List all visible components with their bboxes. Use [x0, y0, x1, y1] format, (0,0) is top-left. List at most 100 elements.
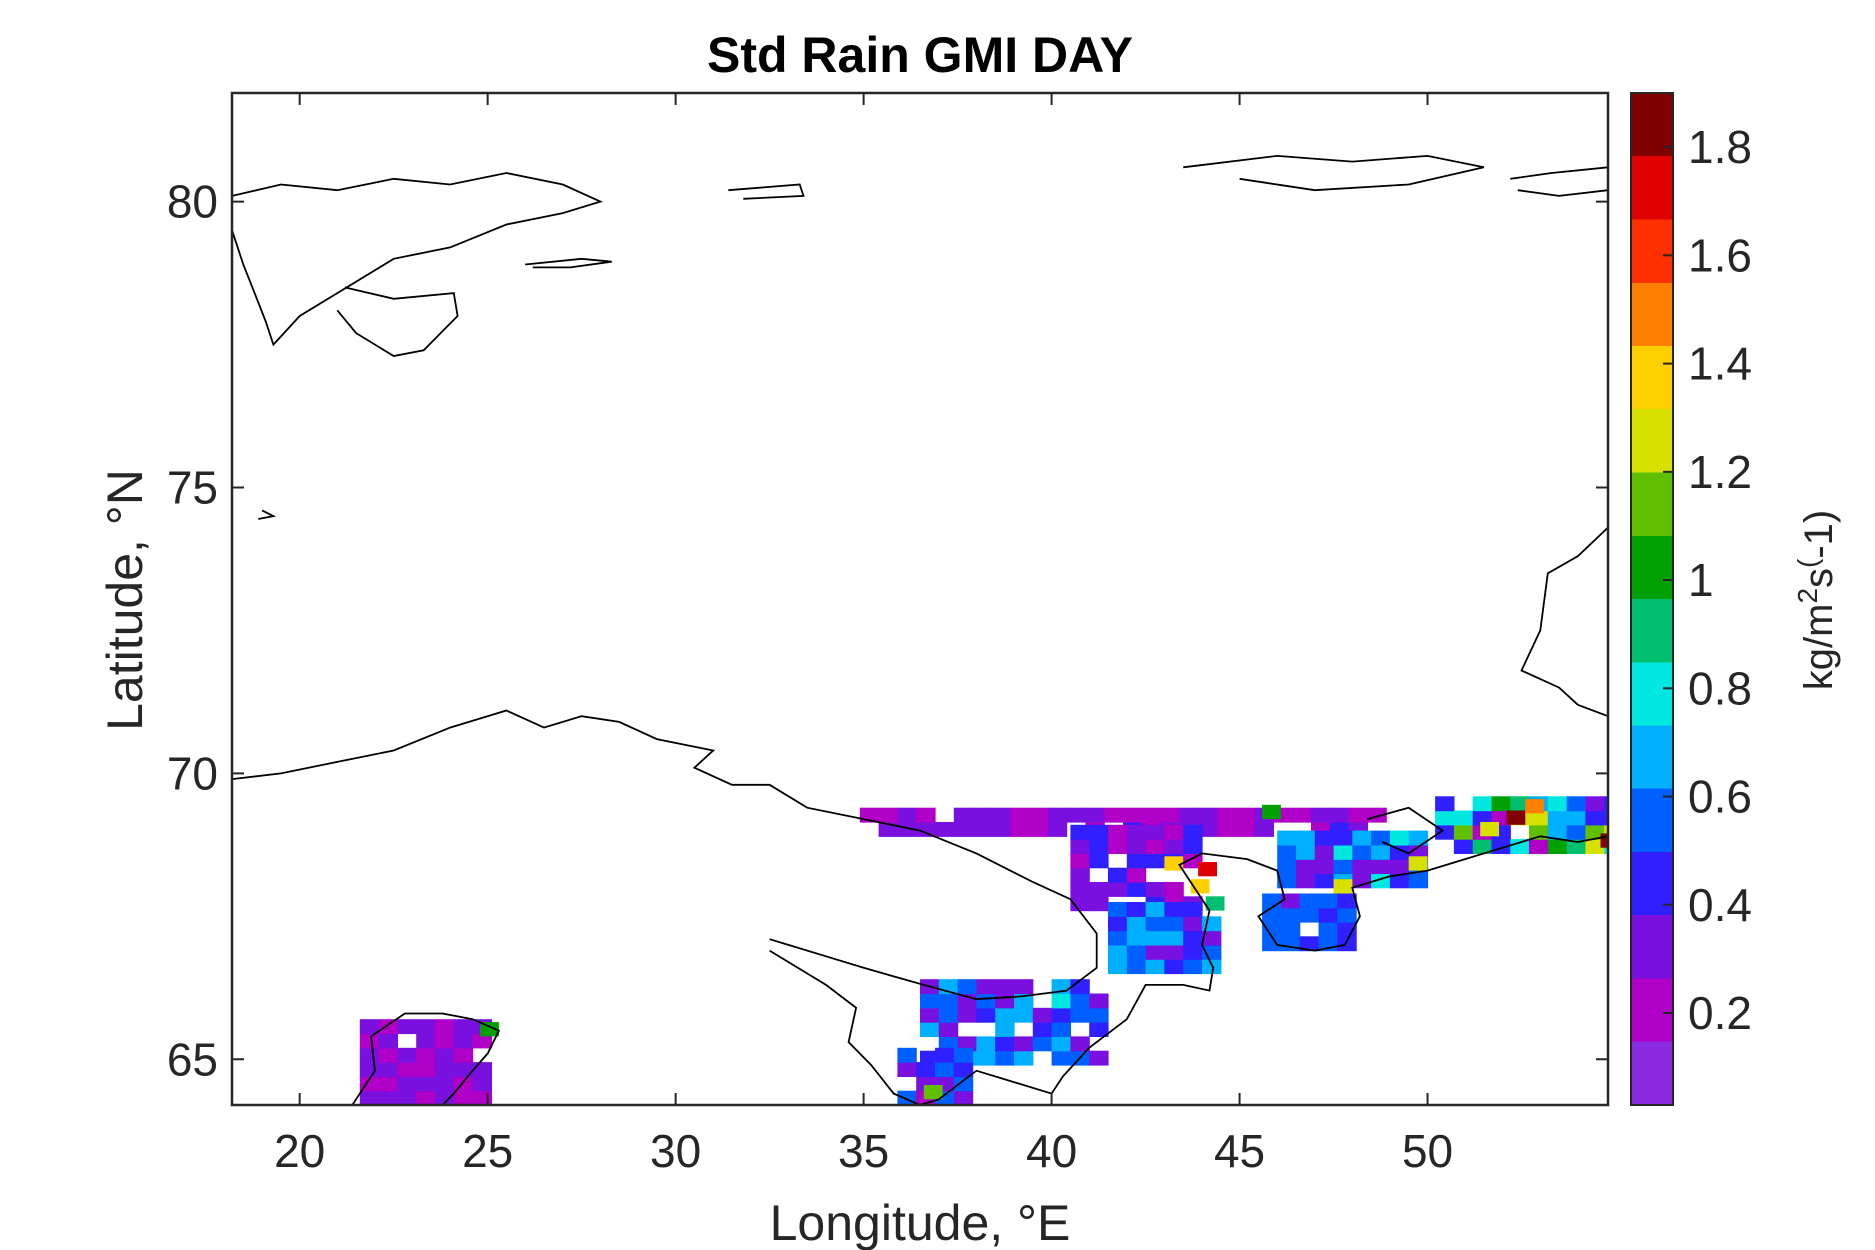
heat-cell [1126, 824, 1147, 840]
coastline-edgeoya [336, 286, 459, 357]
heat-cell [1089, 1022, 1109, 1037]
heat-cell-hotspot [1198, 862, 1217, 877]
heat-cell [1314, 844, 1335, 860]
heat-cell [1014, 1036, 1034, 1052]
heat-cell [972, 807, 992, 823]
heat-cell [1126, 839, 1147, 854]
heat-cell-hotspot [480, 1022, 499, 1037]
heat-cell [1070, 882, 1090, 897]
heat-cell [1296, 844, 1316, 860]
heat-cell [897, 1047, 917, 1063]
coastline-franz-josef-east [1510, 166, 1608, 197]
heat-cell-hotspot [1600, 833, 1608, 848]
colorbar-label-sup1: 2 [1792, 588, 1823, 604]
heat-cell [1183, 916, 1203, 932]
heat-cell [1108, 959, 1128, 975]
heat-cell [995, 979, 1015, 995]
heat-cell [897, 807, 917, 823]
heat-cell [976, 979, 996, 995]
heat-cell [1089, 1007, 1109, 1023]
heat-cell [397, 1076, 417, 1092]
heat-cell [1510, 796, 1530, 812]
heat-cell-hotspot [923, 1085, 943, 1100]
heat-cell [1029, 807, 1049, 823]
heat-cell [1104, 807, 1124, 823]
heat-cell [953, 807, 974, 823]
heat-cell [1051, 993, 1071, 1009]
heat-cell [378, 1047, 398, 1063]
heat-cell [1352, 859, 1372, 874]
heat-cell [1183, 959, 1203, 975]
heat-cell [1070, 1007, 1090, 1023]
y-tick-label: 75 [167, 462, 218, 514]
heat-cell [1371, 830, 1391, 846]
heat-cell [435, 1033, 455, 1049]
coastline-franz-josef-west [1183, 154, 1485, 192]
heat-cell [1547, 796, 1568, 812]
heat-cell [416, 1062, 436, 1077]
heat-cell-hotspot [1480, 822, 1499, 837]
heat-cell [378, 1033, 398, 1049]
heat-cell [916, 1062, 936, 1077]
heat-cell [1435, 796, 1455, 812]
heat-cell [1089, 993, 1109, 1009]
heat-cell [378, 1076, 398, 1092]
heat-cell [1472, 796, 1493, 812]
heat-cell [995, 1022, 1015, 1037]
heat-cell [1262, 922, 1282, 937]
colorbar-label-sup2: ( [1792, 558, 1823, 568]
heat-cell [1108, 839, 1128, 854]
heat-cell [1029, 822, 1049, 837]
heat-cell [957, 1007, 977, 1023]
x-tick-label: 25 [462, 1125, 513, 1177]
heat-cell-hotspot [1205, 896, 1225, 911]
heat-cell [1262, 936, 1282, 952]
heat-cell [1314, 859, 1335, 874]
heat-cell [1604, 796, 1608, 812]
heat-cell [897, 1090, 917, 1105]
heat-cell [1089, 896, 1109, 912]
coastline-karelia-arkhangelsk [769, 835, 1608, 1105]
chart-title: Std Rain GMI DAY [707, 27, 1133, 83]
heat-cell [1262, 907, 1282, 923]
y-tick-label: 80 [167, 176, 218, 228]
heat-cell [1123, 807, 1143, 823]
heat-cell [938, 993, 959, 1009]
heat-cell [1126, 916, 1147, 932]
heat-cell [416, 1033, 436, 1049]
colorbar-tick-label: 0.8 [1688, 662, 1752, 714]
heat-cell [1145, 853, 1165, 869]
heat-cell [359, 1062, 380, 1077]
heat-cell [1066, 807, 1086, 823]
heat-cell [897, 1062, 917, 1077]
heat-cell [1277, 830, 1297, 846]
heat-cell [1408, 830, 1429, 846]
heat-cell [991, 807, 1011, 823]
heat-cell [453, 1062, 474, 1077]
heat-cell [920, 1022, 940, 1037]
heat-cell [1277, 859, 1297, 874]
heat-cell [1051, 1022, 1071, 1037]
heat-cell [938, 1036, 959, 1052]
colorbar-label-main: kg/m [1797, 604, 1841, 691]
coastline-kong-karls-land [525, 257, 612, 269]
heat-cell [1089, 853, 1109, 869]
heat-cell [953, 1076, 974, 1092]
colorbar-label-end: -1) [1797, 510, 1841, 559]
heat-cell [1047, 822, 1068, 837]
heat-cell [1032, 1022, 1053, 1037]
heat-cell [359, 1033, 380, 1049]
heat-cell [976, 993, 996, 1009]
heat-cell [1510, 839, 1530, 854]
heat-cell [1179, 807, 1199, 823]
colorbar-tick-label: 1.2 [1688, 446, 1752, 498]
heat-cell [935, 822, 955, 837]
heat-cell [397, 1047, 417, 1063]
heat-cell [1280, 936, 1301, 952]
heat-cell [359, 1019, 380, 1035]
heat-cell [1183, 839, 1203, 854]
heat-cell [1164, 930, 1184, 946]
heat-cell [920, 1007, 940, 1023]
heat-cell-hotspot [1525, 799, 1545, 814]
heat-cell [397, 1019, 417, 1035]
